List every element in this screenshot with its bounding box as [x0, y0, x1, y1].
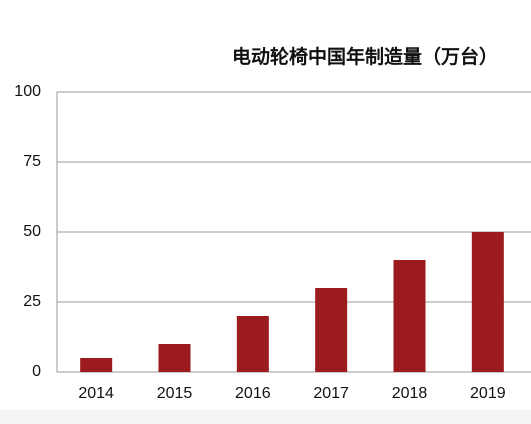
bar	[471, 232, 504, 372]
y-tick-label: 75	[23, 153, 41, 170]
bar	[80, 358, 113, 372]
bar	[158, 344, 191, 372]
bar	[236, 316, 269, 372]
x-tick-label: 2017	[313, 385, 349, 402]
y-tick-label: 25	[23, 293, 41, 310]
x-tick-label: 2019	[470, 385, 506, 402]
y-tick-label: 100	[14, 83, 41, 100]
y-tick-label: 50	[23, 223, 41, 240]
bar	[315, 288, 348, 372]
bar	[393, 260, 426, 372]
x-tick-label: 2016	[235, 385, 271, 402]
y-tick-label: 0	[32, 363, 41, 380]
x-tick-label: 2014	[78, 385, 114, 402]
x-tick-label: 2015	[157, 385, 193, 402]
chart-title: 电动轮椅中国年制造量（万台）	[232, 45, 498, 68]
footer-band	[0, 410, 531, 424]
x-tick-label: 2018	[392, 385, 428, 402]
